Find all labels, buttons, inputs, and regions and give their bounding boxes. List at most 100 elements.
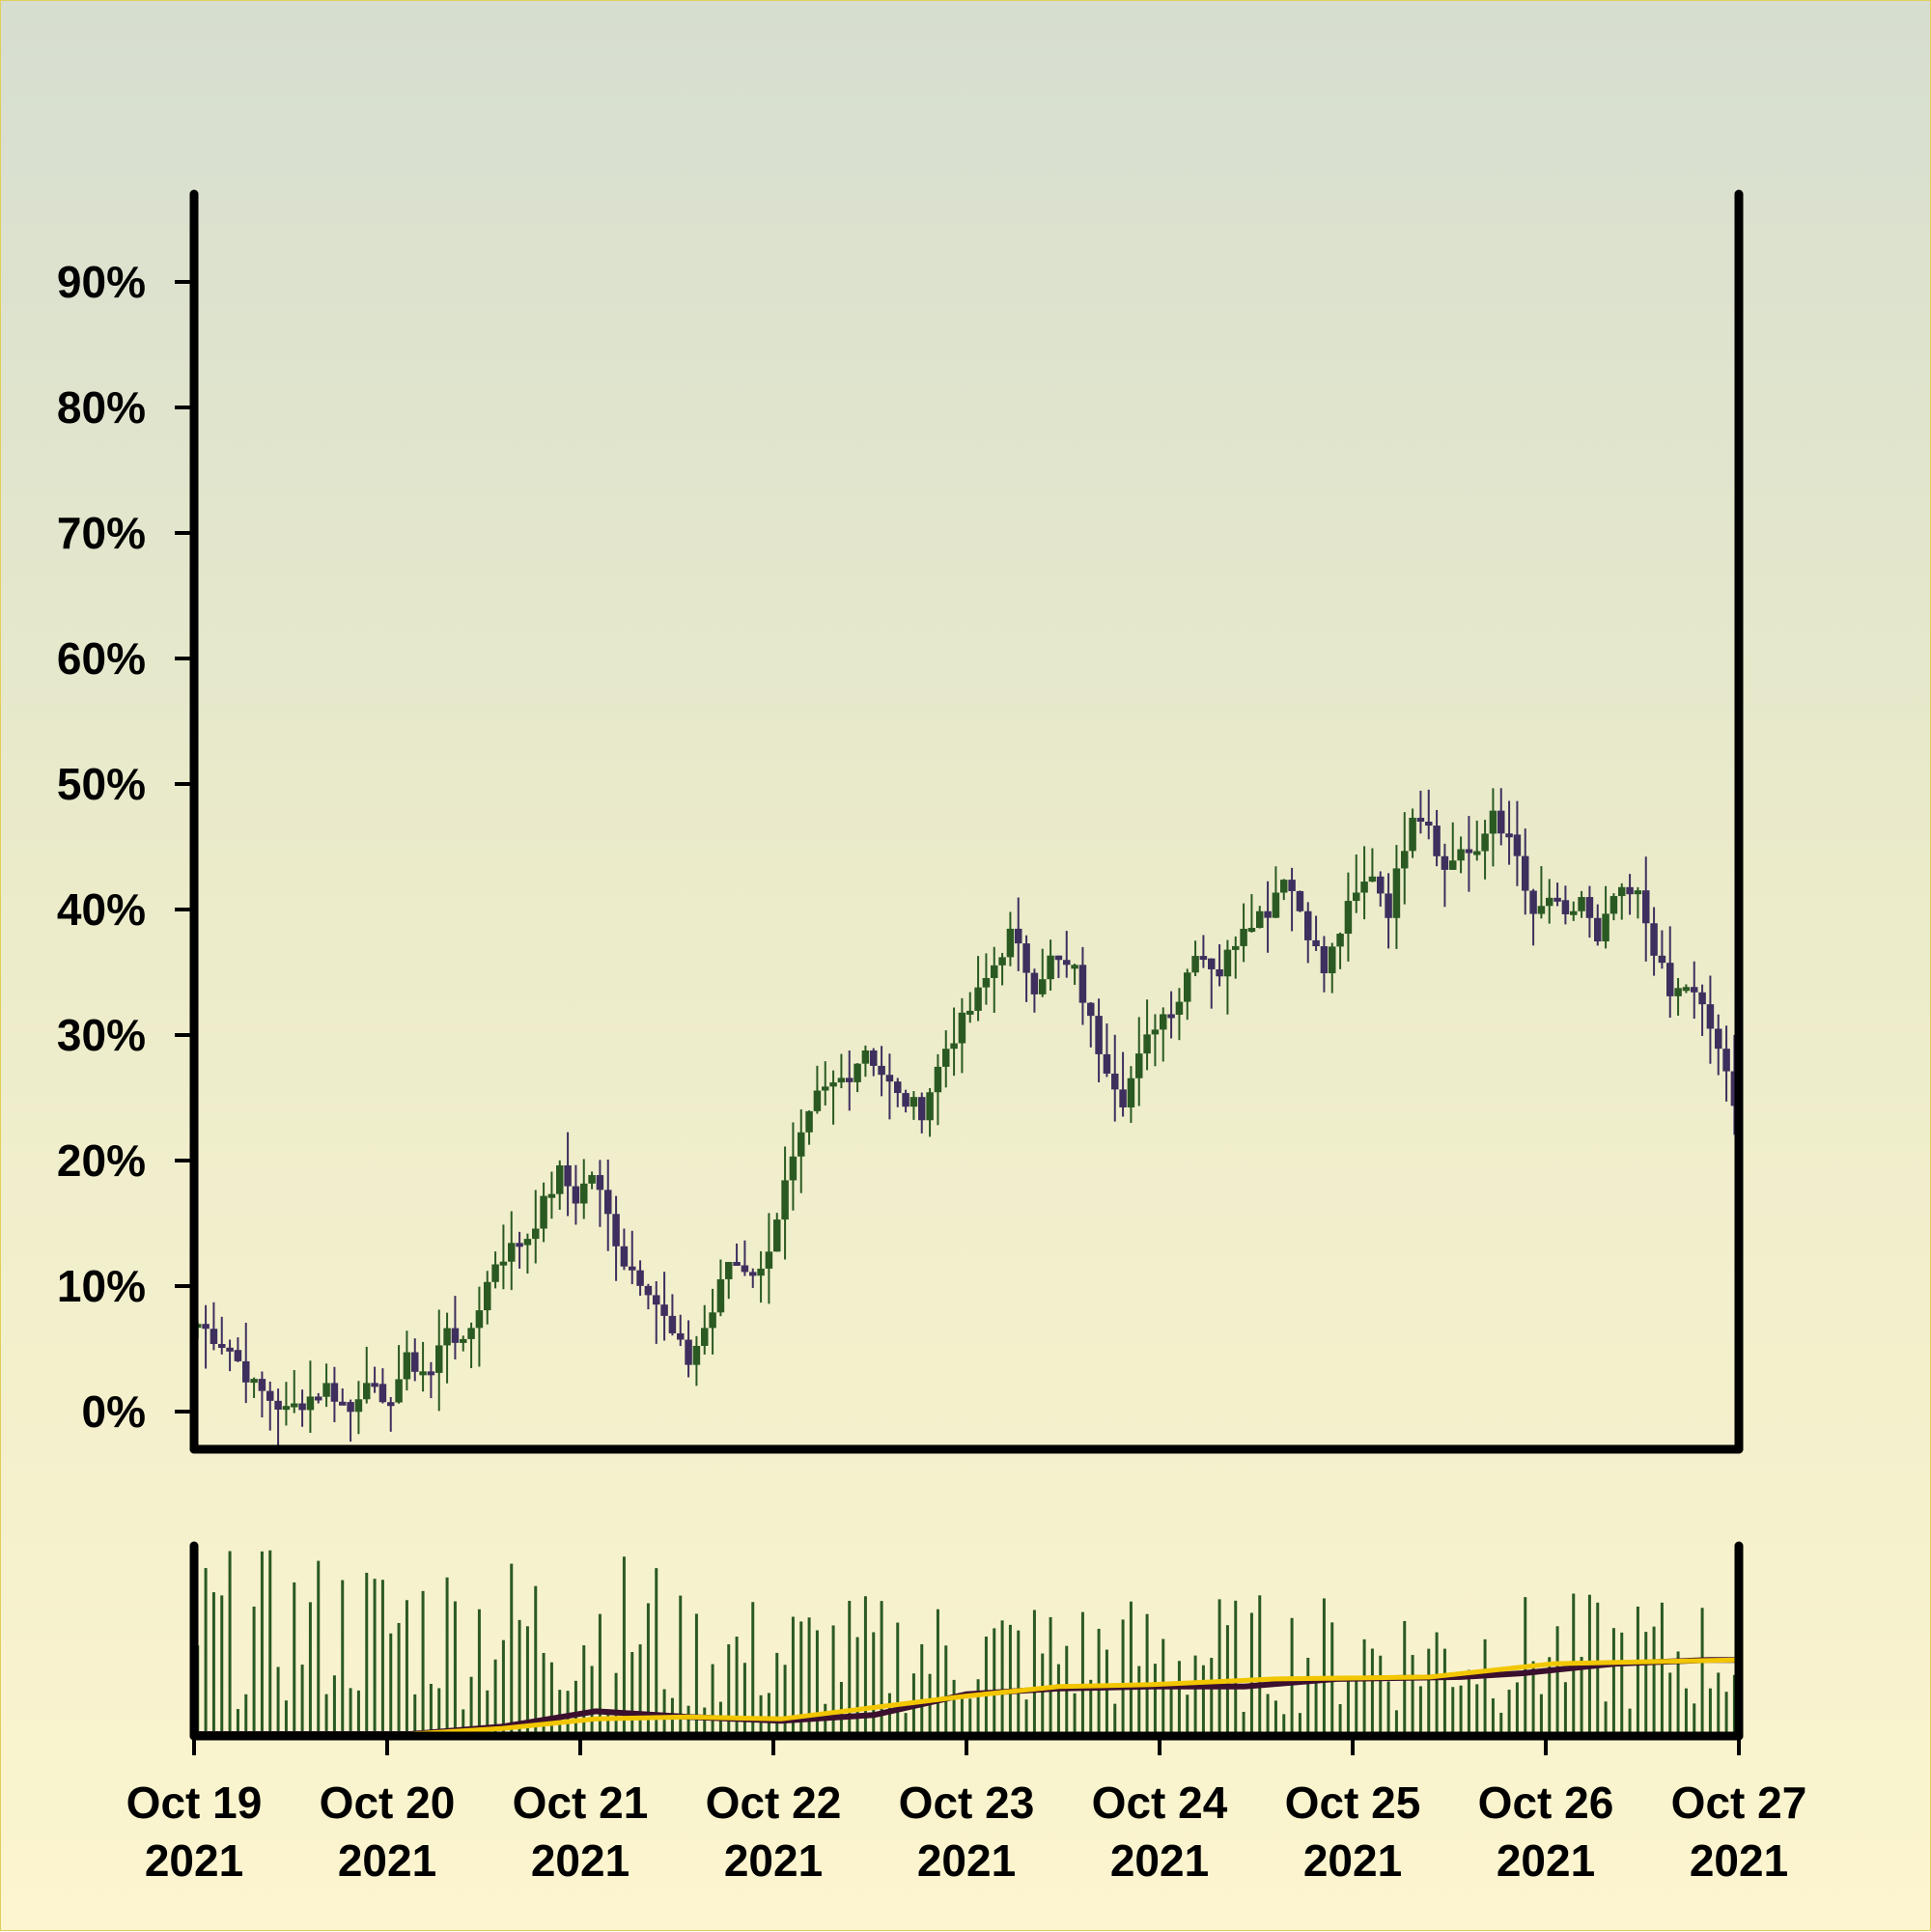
- candle-down: [1111, 1073, 1119, 1090]
- volume-bar: [1298, 1713, 1301, 1736]
- volume-bar: [598, 1613, 602, 1736]
- candle-down: [387, 1402, 395, 1407]
- volume-bar: [1129, 1601, 1133, 1736]
- volume-bar: [293, 1582, 296, 1736]
- candle-down: [1497, 810, 1505, 834]
- volume-bar: [236, 1709, 239, 1736]
- candle-up: [403, 1352, 411, 1380]
- candle-down: [1505, 833, 1513, 838]
- y-tick-label: 40%: [57, 884, 146, 935]
- volume-bar: [1475, 1684, 1479, 1736]
- candle-down: [1465, 849, 1473, 854]
- volume-bar: [1032, 1610, 1036, 1736]
- volume-bar: [590, 1666, 594, 1736]
- volume-bar: [260, 1551, 264, 1736]
- x-tick-label-date: Oct 24: [1092, 1778, 1228, 1828]
- volume-bar: [1113, 1703, 1117, 1736]
- volume-bar: [469, 1676, 473, 1736]
- volume-bar: [1418, 1686, 1422, 1736]
- volume-bar: [1105, 1649, 1108, 1736]
- candle-down: [902, 1093, 910, 1107]
- candle-down: [1529, 890, 1537, 914]
- volume-bar: [1234, 1600, 1238, 1736]
- candle-down: [1691, 987, 1698, 993]
- candle-up: [1481, 833, 1489, 852]
- candle-up: [910, 1097, 918, 1107]
- volume-bar: [284, 1700, 288, 1736]
- candle-down: [1063, 960, 1071, 966]
- volume-bar: [341, 1580, 345, 1736]
- price-axis-ticks: 0% 10% 20% 30% 40% 50% 60% 70% 80% 90%: [57, 257, 194, 1437]
- volume-bar: [244, 1694, 248, 1736]
- candle-down: [210, 1329, 218, 1344]
- candle-up: [467, 1328, 475, 1339]
- candle-up: [813, 1090, 822, 1111]
- volume-bar: [1282, 1714, 1286, 1736]
- volume-bar: [1242, 1711, 1245, 1736]
- candle-up: [1449, 860, 1457, 870]
- candle-up: [508, 1243, 516, 1262]
- y-tick-label: 80%: [57, 382, 146, 433]
- volume-bar: [767, 1693, 770, 1736]
- volume-bar: [686, 1705, 690, 1736]
- candle-down: [1078, 965, 1087, 1003]
- candle-down: [1304, 910, 1312, 940]
- candle-up: [460, 1338, 467, 1343]
- candle-up: [974, 987, 982, 1011]
- candle-down: [242, 1360, 250, 1383]
- x-tick-label-date: Oct 19: [126, 1778, 263, 1828]
- candle-down: [218, 1343, 226, 1348]
- volume-bar: [1073, 1693, 1077, 1736]
- candle-up: [1618, 886, 1626, 897]
- candle-up: [1634, 890, 1642, 895]
- candle-up: [1191, 956, 1199, 973]
- volume-bar: [896, 1622, 900, 1736]
- volume-bar: [228, 1551, 232, 1736]
- x-tick-label-year: 2021: [724, 1835, 823, 1886]
- volume-bar: [742, 1663, 746, 1736]
- volume-bar: [1346, 1676, 1350, 1736]
- candle-up: [982, 977, 991, 988]
- candle-down: [564, 1165, 572, 1187]
- x-tick-label-year: 2021: [917, 1835, 1016, 1886]
- candle-down: [1433, 826, 1441, 856]
- candle-up: [1682, 987, 1691, 992]
- candle-up: [701, 1328, 709, 1346]
- candle-down: [1015, 928, 1022, 944]
- volume-bar: [1217, 1599, 1221, 1736]
- volume-bar: [429, 1684, 433, 1736]
- volume-bar: [1563, 1682, 1567, 1736]
- volume-bar: [1491, 1698, 1495, 1736]
- x-tick-label-date: Oct 27: [1671, 1778, 1807, 1828]
- candle-down: [1642, 890, 1650, 924]
- volume-bar: [1000, 1620, 1004, 1736]
- volume-bar: [1507, 1690, 1511, 1736]
- volume-bar: [863, 1596, 867, 1736]
- volume-bar: [1580, 1657, 1583, 1736]
- volume-bar: [839, 1681, 843, 1736]
- volume-bar: [855, 1637, 859, 1736]
- candle-down: [885, 1075, 894, 1082]
- candle-up: [725, 1262, 733, 1279]
- candle-up: [1223, 949, 1232, 977]
- candle-up: [306, 1396, 315, 1411]
- y-tick-label: 30%: [57, 1010, 146, 1060]
- candle-up: [781, 1180, 789, 1220]
- candle-up: [934, 1066, 942, 1093]
- volume-bar: [735, 1637, 739, 1736]
- candle-down: [685, 1339, 692, 1365]
- candle-up: [1473, 851, 1481, 855]
- candle-down: [1199, 956, 1208, 961]
- volume-bar: [815, 1630, 819, 1736]
- candle-down: [1320, 946, 1329, 974]
- volume-bar: [679, 1595, 683, 1736]
- volume-bar: [317, 1560, 321, 1736]
- candle-down: [298, 1403, 306, 1411]
- volume-bar: [1306, 1658, 1310, 1736]
- volume-bar: [694, 1613, 698, 1736]
- candle-up: [1457, 849, 1465, 861]
- volume-bar: [1097, 1628, 1101, 1736]
- candle-down: [1666, 963, 1674, 996]
- volume-bar: [308, 1602, 312, 1736]
- volume-bar: [413, 1694, 417, 1736]
